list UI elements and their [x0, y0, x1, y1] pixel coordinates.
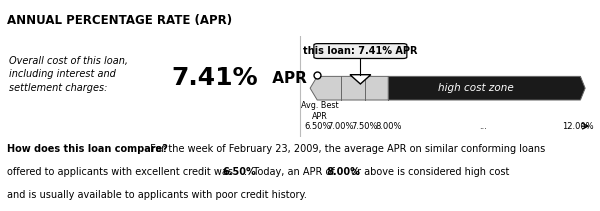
- FancyBboxPatch shape: [314, 44, 407, 58]
- Text: or above is considered high cost: or above is considered high cost: [348, 167, 509, 177]
- Text: How does this loan compare?: How does this loan compare?: [7, 144, 168, 154]
- Text: 6.50%: 6.50%: [304, 122, 331, 131]
- Text: .  Today, an APR of: . Today, an APR of: [244, 167, 338, 177]
- Text: offered to applicants with excellent credit was: offered to applicants with excellent cre…: [7, 167, 236, 177]
- Text: and is usually available to applicants with poor credit history.: and is usually available to applicants w…: [7, 190, 307, 200]
- Polygon shape: [310, 76, 388, 100]
- Text: 7.00%: 7.00%: [328, 122, 354, 131]
- Text: 8.00%: 8.00%: [326, 167, 360, 177]
- Text: high cost zone: high cost zone: [438, 83, 514, 93]
- Text: this loan: 7.41% APR: this loan: 7.41% APR: [303, 46, 418, 56]
- Text: APR: APR: [267, 71, 307, 86]
- Text: 6.50%: 6.50%: [222, 167, 256, 177]
- Text: Overall cost of this loan,
including interest and
settlement charges:: Overall cost of this loan, including int…: [9, 56, 128, 93]
- Text: Avg. Best
APR: Avg. Best APR: [301, 101, 338, 122]
- Polygon shape: [350, 75, 371, 84]
- Text: ...: ...: [479, 122, 487, 131]
- Polygon shape: [388, 76, 585, 100]
- Text: For the week of February 23, 2009, the average APR on similar conforming loans: For the week of February 23, 2009, the a…: [147, 144, 545, 154]
- Text: 7.50%: 7.50%: [352, 122, 378, 131]
- Text: ANNUAL PERCENTAGE RATE (APR): ANNUAL PERCENTAGE RATE (APR): [7, 14, 232, 27]
- Text: 7.41%: 7.41%: [171, 66, 257, 90]
- Text: 12.00%: 12.00%: [562, 122, 594, 131]
- Text: 8.00%: 8.00%: [375, 122, 401, 131]
